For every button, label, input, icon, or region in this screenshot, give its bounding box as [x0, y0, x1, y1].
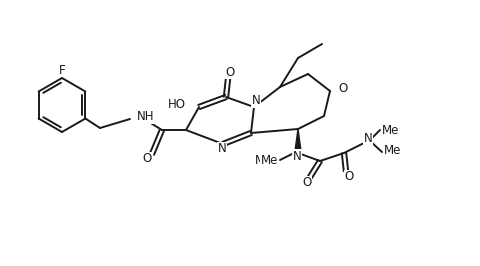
- Text: Me: Me: [254, 153, 272, 167]
- Text: O: O: [143, 152, 152, 165]
- Text: N: N: [217, 143, 227, 156]
- Text: HO: HO: [168, 98, 186, 111]
- Text: O: O: [302, 177, 312, 189]
- Text: Me: Me: [261, 153, 278, 167]
- Text: Me: Me: [384, 144, 401, 157]
- Text: Me: Me: [382, 124, 399, 138]
- Text: O: O: [226, 65, 235, 78]
- Text: O: O: [344, 171, 354, 184]
- Text: N: N: [293, 149, 301, 163]
- Polygon shape: [295, 129, 301, 151]
- Text: F: F: [59, 64, 65, 77]
- Text: N: N: [252, 94, 260, 107]
- Text: O: O: [338, 82, 347, 95]
- Text: NH: NH: [137, 110, 155, 123]
- Text: N: N: [364, 131, 372, 144]
